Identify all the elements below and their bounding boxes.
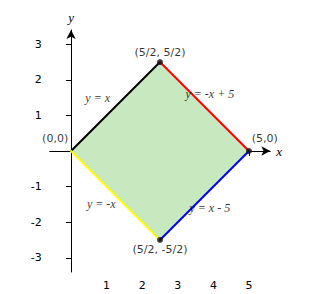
svg-text:y = x: y = x: [84, 91, 110, 105]
svg-text:2: 2: [35, 73, 42, 86]
svg-text:(5/2, 5/2): (5/2, 5/2): [135, 46, 186, 59]
svg-text:4: 4: [210, 279, 217, 292]
svg-text:3: 3: [35, 38, 42, 51]
svg-text:1: 1: [35, 109, 42, 122]
svg-text:-1: -1: [31, 180, 42, 193]
svg-text:5: 5: [245, 279, 252, 292]
svg-text:3: 3: [174, 279, 181, 292]
svg-text:-2: -2: [31, 216, 42, 229]
svg-text:y: y: [66, 10, 74, 25]
svg-text:-3: -3: [31, 251, 42, 264]
svg-text:(5,0): (5,0): [252, 132, 278, 145]
svg-text:x: x: [275, 144, 282, 159]
svg-text:y = x - 5: y = x - 5: [188, 201, 230, 215]
svg-text:1: 1: [103, 279, 110, 292]
svg-text:2: 2: [139, 279, 146, 292]
svg-text:y = -x + 5: y = -x + 5: [184, 87, 234, 101]
svg-text:(5/2, -5/2): (5/2, -5/2): [133, 243, 188, 256]
svg-text:y = -x: y = -x: [86, 197, 116, 211]
svg-text:(0,0): (0,0): [42, 132, 68, 145]
